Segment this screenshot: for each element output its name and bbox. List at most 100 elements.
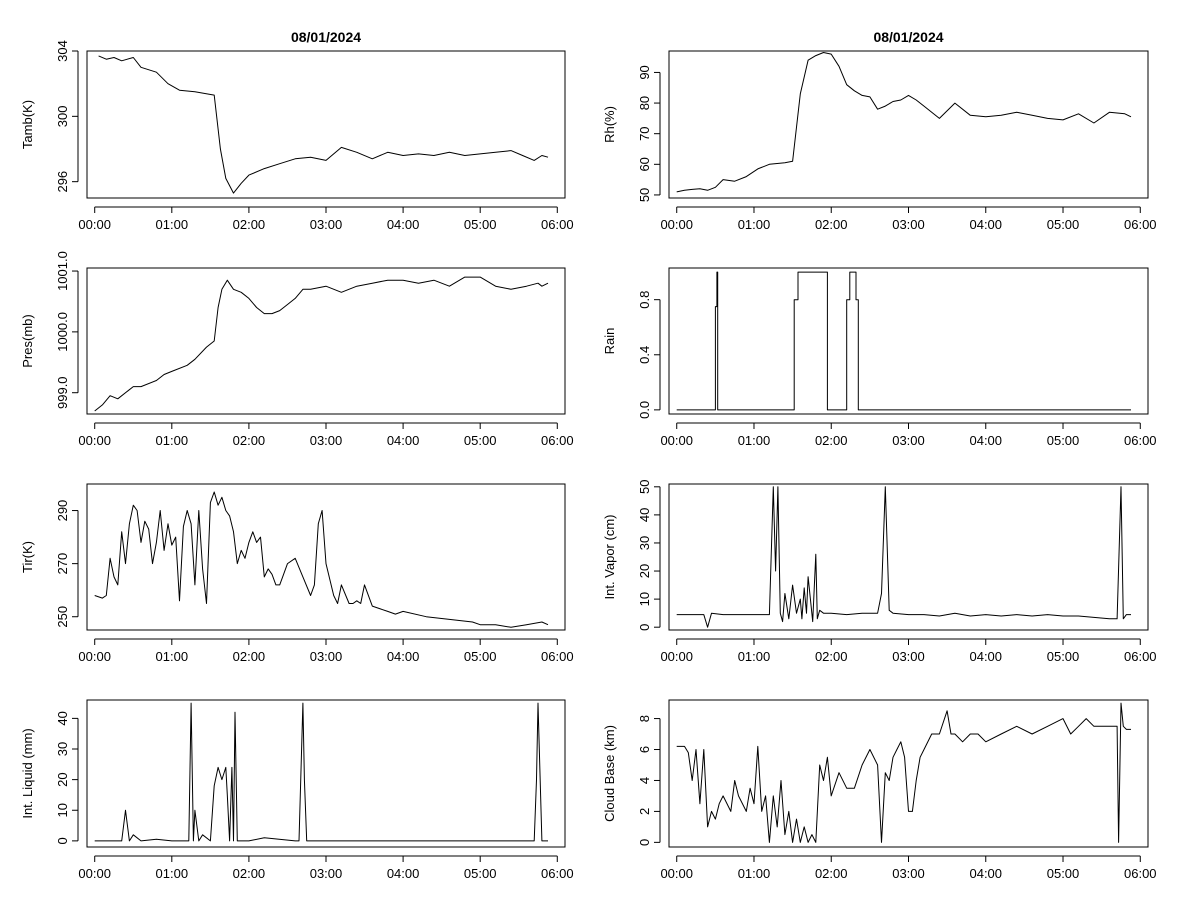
chart-cloudbase-x-tick-label: 03:00 (892, 866, 925, 881)
chart-cloudbase-x-tick-label: 02:00 (815, 866, 848, 881)
chart-rh-y-tick-label: 90 (637, 65, 652, 79)
chart-vapor-plot-box (668, 483, 1149, 631)
chart-rain-y-tick-label: 0.8 (637, 291, 652, 309)
chart-rain-y-tick-label: 0.0 (637, 401, 652, 419)
chart-tamb-x-tick-label: 01:00 (156, 217, 189, 232)
chart-pres-x-tick-label: 05:00 (464, 433, 497, 448)
chart-cloudbase-y-tick-label: 4 (637, 777, 652, 784)
chart-vapor-y-tick-label: 40 (637, 508, 652, 522)
chart-pres-y-tick-label: 1000.0 (55, 312, 70, 352)
chart-pres-plot-box (86, 267, 566, 415)
chart-pres-y-label: Pres(mb) (20, 314, 35, 367)
chart-tamb-x-tick-label: 00:00 (78, 217, 111, 232)
chart-liquid-y-tick-label: 30 (55, 742, 70, 756)
chart-rh-plot-box (668, 50, 1149, 199)
chart-tir-x-tick-label: 00:00 (78, 649, 111, 664)
chart-rain-x-tick-label: 05:00 (1047, 433, 1080, 448)
chart-tamb-x-tick-label: 03:00 (310, 217, 343, 232)
chart-liquid-series-line (94, 702, 548, 842)
chart-pres-y-tick-label: 1001.0 (55, 251, 70, 291)
chart-rh-x-tick-label: 04:00 (969, 217, 1002, 232)
chart-cloudbase-plot-box (668, 699, 1149, 848)
chart-vapor-y-tick-label: 20 (637, 564, 652, 578)
chart-tir-series-line (94, 491, 549, 628)
chart-rh-y-tick-label: 60 (637, 157, 652, 171)
chart-vapor-series-line (676, 486, 1131, 628)
chart-rain-x-tick-label: 01:00 (738, 433, 771, 448)
chart-cloudbase-y-tick-label: 2 (637, 808, 652, 815)
chart-tamb-x-tick-label: 05:00 (464, 217, 497, 232)
chart-rh-y-tick-label: 80 (637, 96, 652, 110)
chart-vapor-x-tick-label: 02:00 (815, 649, 848, 664)
chart-rh-x-tick-label: 06:00 (1124, 217, 1157, 232)
chart-liquid-y-tick-label: 0 (55, 837, 70, 844)
chart-liquid-x-tick-label: 02:00 (233, 866, 266, 881)
chart-tamb-y-tick-label: 300 (55, 105, 70, 127)
chart-rain-x-tick-label: 00:00 (660, 433, 693, 448)
chart-pres-x-tick-label: 06:00 (541, 433, 574, 448)
chart-liquid-x-tick-label: 03:00 (310, 866, 343, 881)
chart-tir-y-tick-label: 270 (55, 553, 70, 575)
chart-rain-x-tick-label: 03:00 (892, 433, 925, 448)
chart-liquid-y-label: Int. Liquid (mm) (20, 728, 35, 818)
chart-rain-plot-box (668, 267, 1149, 415)
chart-cloudbase-x-tick-label: 00:00 (660, 866, 693, 881)
chart-cloudbase-x-tick-label: 04:00 (969, 866, 1002, 881)
chart-liquid-y-tick-label: 20 (55, 772, 70, 786)
chart-tamb-x-tick-label: 02:00 (233, 217, 266, 232)
chart-rh-y-tick-label: 50 (637, 188, 652, 202)
chart-vapor-x-tick-label: 05:00 (1047, 649, 1080, 664)
chart-cloudbase-y-label: Cloud Base (km) (602, 725, 617, 822)
chart-cloudbase-y-tick-label: 0 (637, 839, 652, 846)
chart-tir-y-tick-label: 290 (55, 500, 70, 522)
chart-cloudbase-series-line (676, 702, 1131, 843)
chart-rain-y-label: Rain (602, 328, 617, 355)
chart-rain-x-tick-label: 02:00 (815, 433, 848, 448)
chart-tir-plot-box (86, 483, 566, 631)
chart-rh-x-tick-label: 05:00 (1047, 217, 1080, 232)
chart-tir-x-tick-label: 06:00 (541, 649, 574, 664)
chart-tamb-y-tick-label: 296 (55, 171, 70, 193)
chart-tamb-series-line (98, 55, 549, 194)
chart-cloudbase-y-tick-label: 6 (637, 746, 652, 753)
chart-pres-x-tick-label: 02:00 (233, 433, 266, 448)
chart-tamb-y-tick-label: 304 (55, 40, 70, 62)
chart-vapor-y-tick-label: 10 (637, 592, 652, 606)
chart-liquid-y-tick-label: 10 (55, 803, 70, 817)
chart-vapor-x-tick-label: 03:00 (892, 649, 925, 664)
chart-rain-x-tick-label: 06:00 (1124, 433, 1157, 448)
chart-vapor-y-tick-label: 50 (637, 480, 652, 494)
chart-tir-y-tick-label: 250 (55, 606, 70, 628)
chart-tamb-x-tick-label: 04:00 (387, 217, 420, 232)
chart-rh-x-tick-label: 03:00 (892, 217, 925, 232)
chart-pres-x-tick-label: 04:00 (387, 433, 420, 448)
chart-rh-x-tick-label: 01:00 (738, 217, 771, 232)
chart-pres-x-tick-label: 03:00 (310, 433, 343, 448)
chart-vapor-y-label: Int. Vapor (cm) (602, 514, 617, 599)
chart-rain-y-tick-label: 0.4 (637, 346, 652, 364)
chart-tir-x-tick-label: 05:00 (464, 649, 497, 664)
chart-tamb-x-tick-label: 06:00 (541, 217, 574, 232)
chart-liquid-x-tick-label: 01:00 (156, 866, 189, 881)
chart-rain-x-tick-label: 04:00 (969, 433, 1002, 448)
chart-tir-x-tick-label: 01:00 (156, 649, 189, 664)
chart-rh-y-label: Rh(%) (602, 106, 617, 143)
chart-pres-x-tick-label: 00:00 (78, 433, 111, 448)
chart-rh-x-tick-label: 02:00 (815, 217, 848, 232)
chart-vapor-x-tick-label: 06:00 (1124, 649, 1157, 664)
chart-vapor-y-tick-label: 30 (637, 536, 652, 550)
chart-tir-x-tick-label: 02:00 (233, 649, 266, 664)
chart-liquid-plot-box (86, 699, 566, 848)
chart-tir-y-label: Tir(K) (20, 541, 35, 573)
chart-liquid-x-tick-label: 00:00 (78, 866, 111, 881)
chart-pres-x-tick-label: 01:00 (156, 433, 189, 448)
chart-cloudbase-x-tick-label: 05:00 (1047, 866, 1080, 881)
chart-cloudbase-y-tick-label: 8 (637, 715, 652, 722)
chart-cloudbase-x-tick-label: 06:00 (1124, 866, 1157, 881)
chart-liquid-y-tick-label: 40 (55, 711, 70, 725)
chart-rh-x-tick-label: 00:00 (660, 217, 693, 232)
chart-vapor-y-tick-label: 0 (637, 624, 652, 631)
chart-liquid-x-tick-label: 06:00 (541, 866, 574, 881)
chart-rh-y-tick-label: 70 (637, 126, 652, 140)
